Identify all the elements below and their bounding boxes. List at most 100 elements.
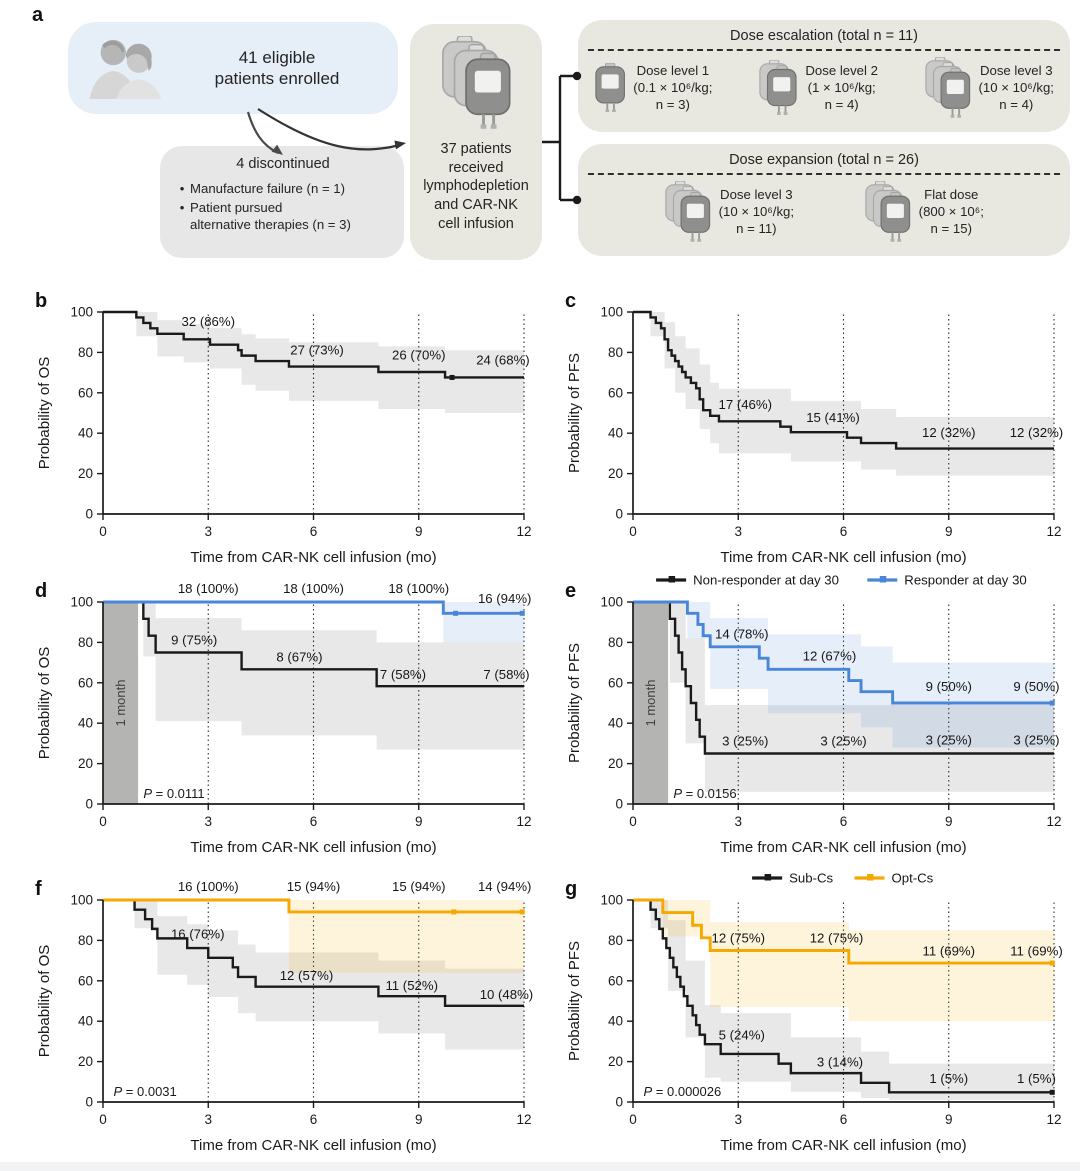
y-tick-label: 40 [608, 716, 623, 731]
panel-label-c: c [565, 290, 577, 312]
dose-item: Dose level 3 (10 × 10⁶/kg; n = 4) [924, 57, 1054, 118]
enrolled-text: 41 eligible patients enrolled [214, 47, 340, 88]
count-annotation: 32 (86%) [181, 314, 235, 329]
x-tick-label: 12 [516, 814, 531, 829]
x-tick-label: 0 [629, 1112, 637, 1127]
count-annotation: 1 (5%) [1017, 1071, 1056, 1086]
censor-mark [1049, 1089, 1055, 1095]
count-annotation: 16 (100%) [178, 879, 239, 894]
iv-bag-icon [595, 62, 625, 113]
y-tick-label: 60 [608, 675, 623, 690]
count-annotation: 7 (58%) [380, 667, 426, 682]
legend: Sub-Cs Opt-Cs [752, 871, 934, 886]
dashed-divider [588, 49, 1060, 51]
y-tick-label: 80 [608, 635, 623, 650]
y-tick-label: 60 [78, 973, 93, 988]
one-month-shade [103, 602, 139, 804]
x-axis-label: Time from CAR-NK cell infusion (mo) [720, 839, 966, 856]
dose-item-text: Dose level 3 (10 × 10⁶/kg; n = 11) [718, 186, 795, 236]
ci-band [443, 602, 524, 643]
y-tick-label: 20 [608, 1054, 623, 1069]
count-annotation: 9 (75%) [171, 632, 217, 647]
ci-band [669, 602, 1054, 792]
y-tick-label: 20 [608, 466, 623, 481]
x-tick-label: 0 [629, 524, 637, 539]
count-annotation: 12 (75%) [711, 930, 765, 945]
x-tick-label: 6 [310, 524, 318, 539]
iv-bag-icon [759, 59, 798, 115]
x-tick-label: 3 [204, 524, 212, 539]
y-tick-label: 60 [78, 385, 93, 400]
panel-g: g 0 20 40 60 80 100 0 3 6 9 12 Probability of PFS Ti… [565, 866, 1070, 1158]
x-tick-label: 0 [629, 814, 637, 829]
count-annotation: 11 (52%) [385, 978, 438, 993]
x-tick-label: 12 [516, 524, 531, 539]
x-tick-label: 6 [310, 814, 318, 829]
x-tick-label: 9 [945, 814, 953, 829]
x-tick-label: 6 [840, 524, 848, 539]
x-tick-label: 6 [840, 814, 848, 829]
curve-responder-at-day-30 [103, 600, 524, 615]
y-tick-label: 100 [70, 305, 93, 320]
count-annotation: 15 (94%) [287, 879, 341, 894]
x-axis-label: Time from CAR-NK cell infusion (mo) [190, 549, 436, 566]
dose-item: Dose level 2 (1 × 10⁶/kg; n = 4) [758, 57, 878, 118]
x-tick-label: 12 [516, 1112, 531, 1127]
y-tick-label: 20 [78, 1054, 93, 1069]
curve-opt-cs [633, 898, 1054, 965]
count-annotation: 9 (50%) [926, 679, 972, 694]
one-month-shade [633, 602, 669, 804]
km-plot-svg: 0 20 40 60 80 100 0 3 6 9 12 Probability of PFS Time… [566, 305, 1063, 567]
y-tick-label: 60 [608, 385, 623, 400]
curve-non-responder-at-day-30 [633, 600, 1054, 755]
y-axis-label: Probability of OS [36, 945, 53, 1058]
y-tick-label: 20 [78, 466, 93, 481]
p-value: P = 0.0031 [114, 1084, 177, 1099]
dose-item-text: Dose level 2 (1 × 10⁶/kg; n = 4) [805, 62, 878, 112]
panel-d: d 1 month 0 20 40 60 80 100 0 3 6 9 12 Probability o… [35, 568, 540, 860]
legend-label: Sub-Cs [789, 871, 833, 886]
km-plot-c: 0 20 40 60 80 100 0 3 6 9 12 Probability of PFS Time… [565, 278, 1070, 570]
y-tick-label: 60 [608, 973, 623, 988]
p-value: P = 0.0111 [143, 786, 204, 801]
legend: Non-responder at day 30 Responder at day … [656, 573, 1027, 588]
x-tick-label: 0 [99, 1112, 107, 1127]
count-annotation: 15 (94%) [392, 879, 446, 894]
y-tick-label: 80 [608, 345, 623, 360]
x-axis-label: Time from CAR-NK cell infusion (mo) [190, 839, 436, 856]
count-annotation: 18 (100%) [283, 581, 344, 596]
panel-c: c 0 20 40 60 80 100 0 3 6 9 12 Probability of PFS Ti… [565, 278, 1070, 570]
y-tick-label: 40 [608, 426, 623, 441]
enrolled-box: 41 eligible patients enrolled [68, 22, 398, 114]
x-tick-label: 0 [99, 814, 107, 829]
y-tick-label: 40 [608, 1014, 623, 1029]
dose-expansion-items: Dose level 3 (10 × 10⁶/kg; n = 11) Flat d… [578, 179, 1070, 242]
iv-bag-icon [925, 57, 971, 118]
count-annotation: 5 (24%) [719, 1027, 765, 1042]
count-annotation: 18 (100%) [178, 581, 239, 596]
censor-mark [451, 909, 457, 915]
count-annotation: 26 (70%) [392, 347, 446, 362]
count-annotation: 3 (25%) [1013, 732, 1059, 747]
count-annotation: 8 (67%) [276, 650, 322, 665]
count-annotation: 24 (68%) [476, 353, 530, 368]
y-tick-label: 0 [615, 507, 623, 522]
panel-f: f 0 20 40 60 80 100 0 3 6 9 12 Probability of OS Tim… [35, 866, 540, 1158]
dose-item: Dose level 1 (0.1 × 10⁶/kg; n = 3) [594, 57, 712, 118]
count-annotation: 11 (69%) [922, 944, 975, 959]
dose-item: Dose level 3 (10 × 10⁶/kg; n = 11) [664, 181, 794, 242]
count-annotation: 11 (69%) [1010, 944, 1063, 959]
y-axis-label: Probability of OS [36, 647, 53, 760]
censor-mark [453, 610, 459, 616]
ci-band [662, 900, 1054, 1022]
x-tick-label: 12 [1046, 814, 1061, 829]
x-tick-label: 3 [734, 524, 742, 539]
x-tick-label: 9 [945, 524, 953, 539]
p-value: P = 0.000026 [644, 1084, 722, 1099]
patients-icon [89, 39, 162, 99]
count-annotation: 7 (58%) [483, 667, 529, 682]
panel-a-flow-diagram: a 41 eligible patients enrolled 4 discon… [30, 4, 1074, 270]
censor-mark [519, 909, 525, 915]
y-tick-label: 0 [85, 507, 93, 522]
